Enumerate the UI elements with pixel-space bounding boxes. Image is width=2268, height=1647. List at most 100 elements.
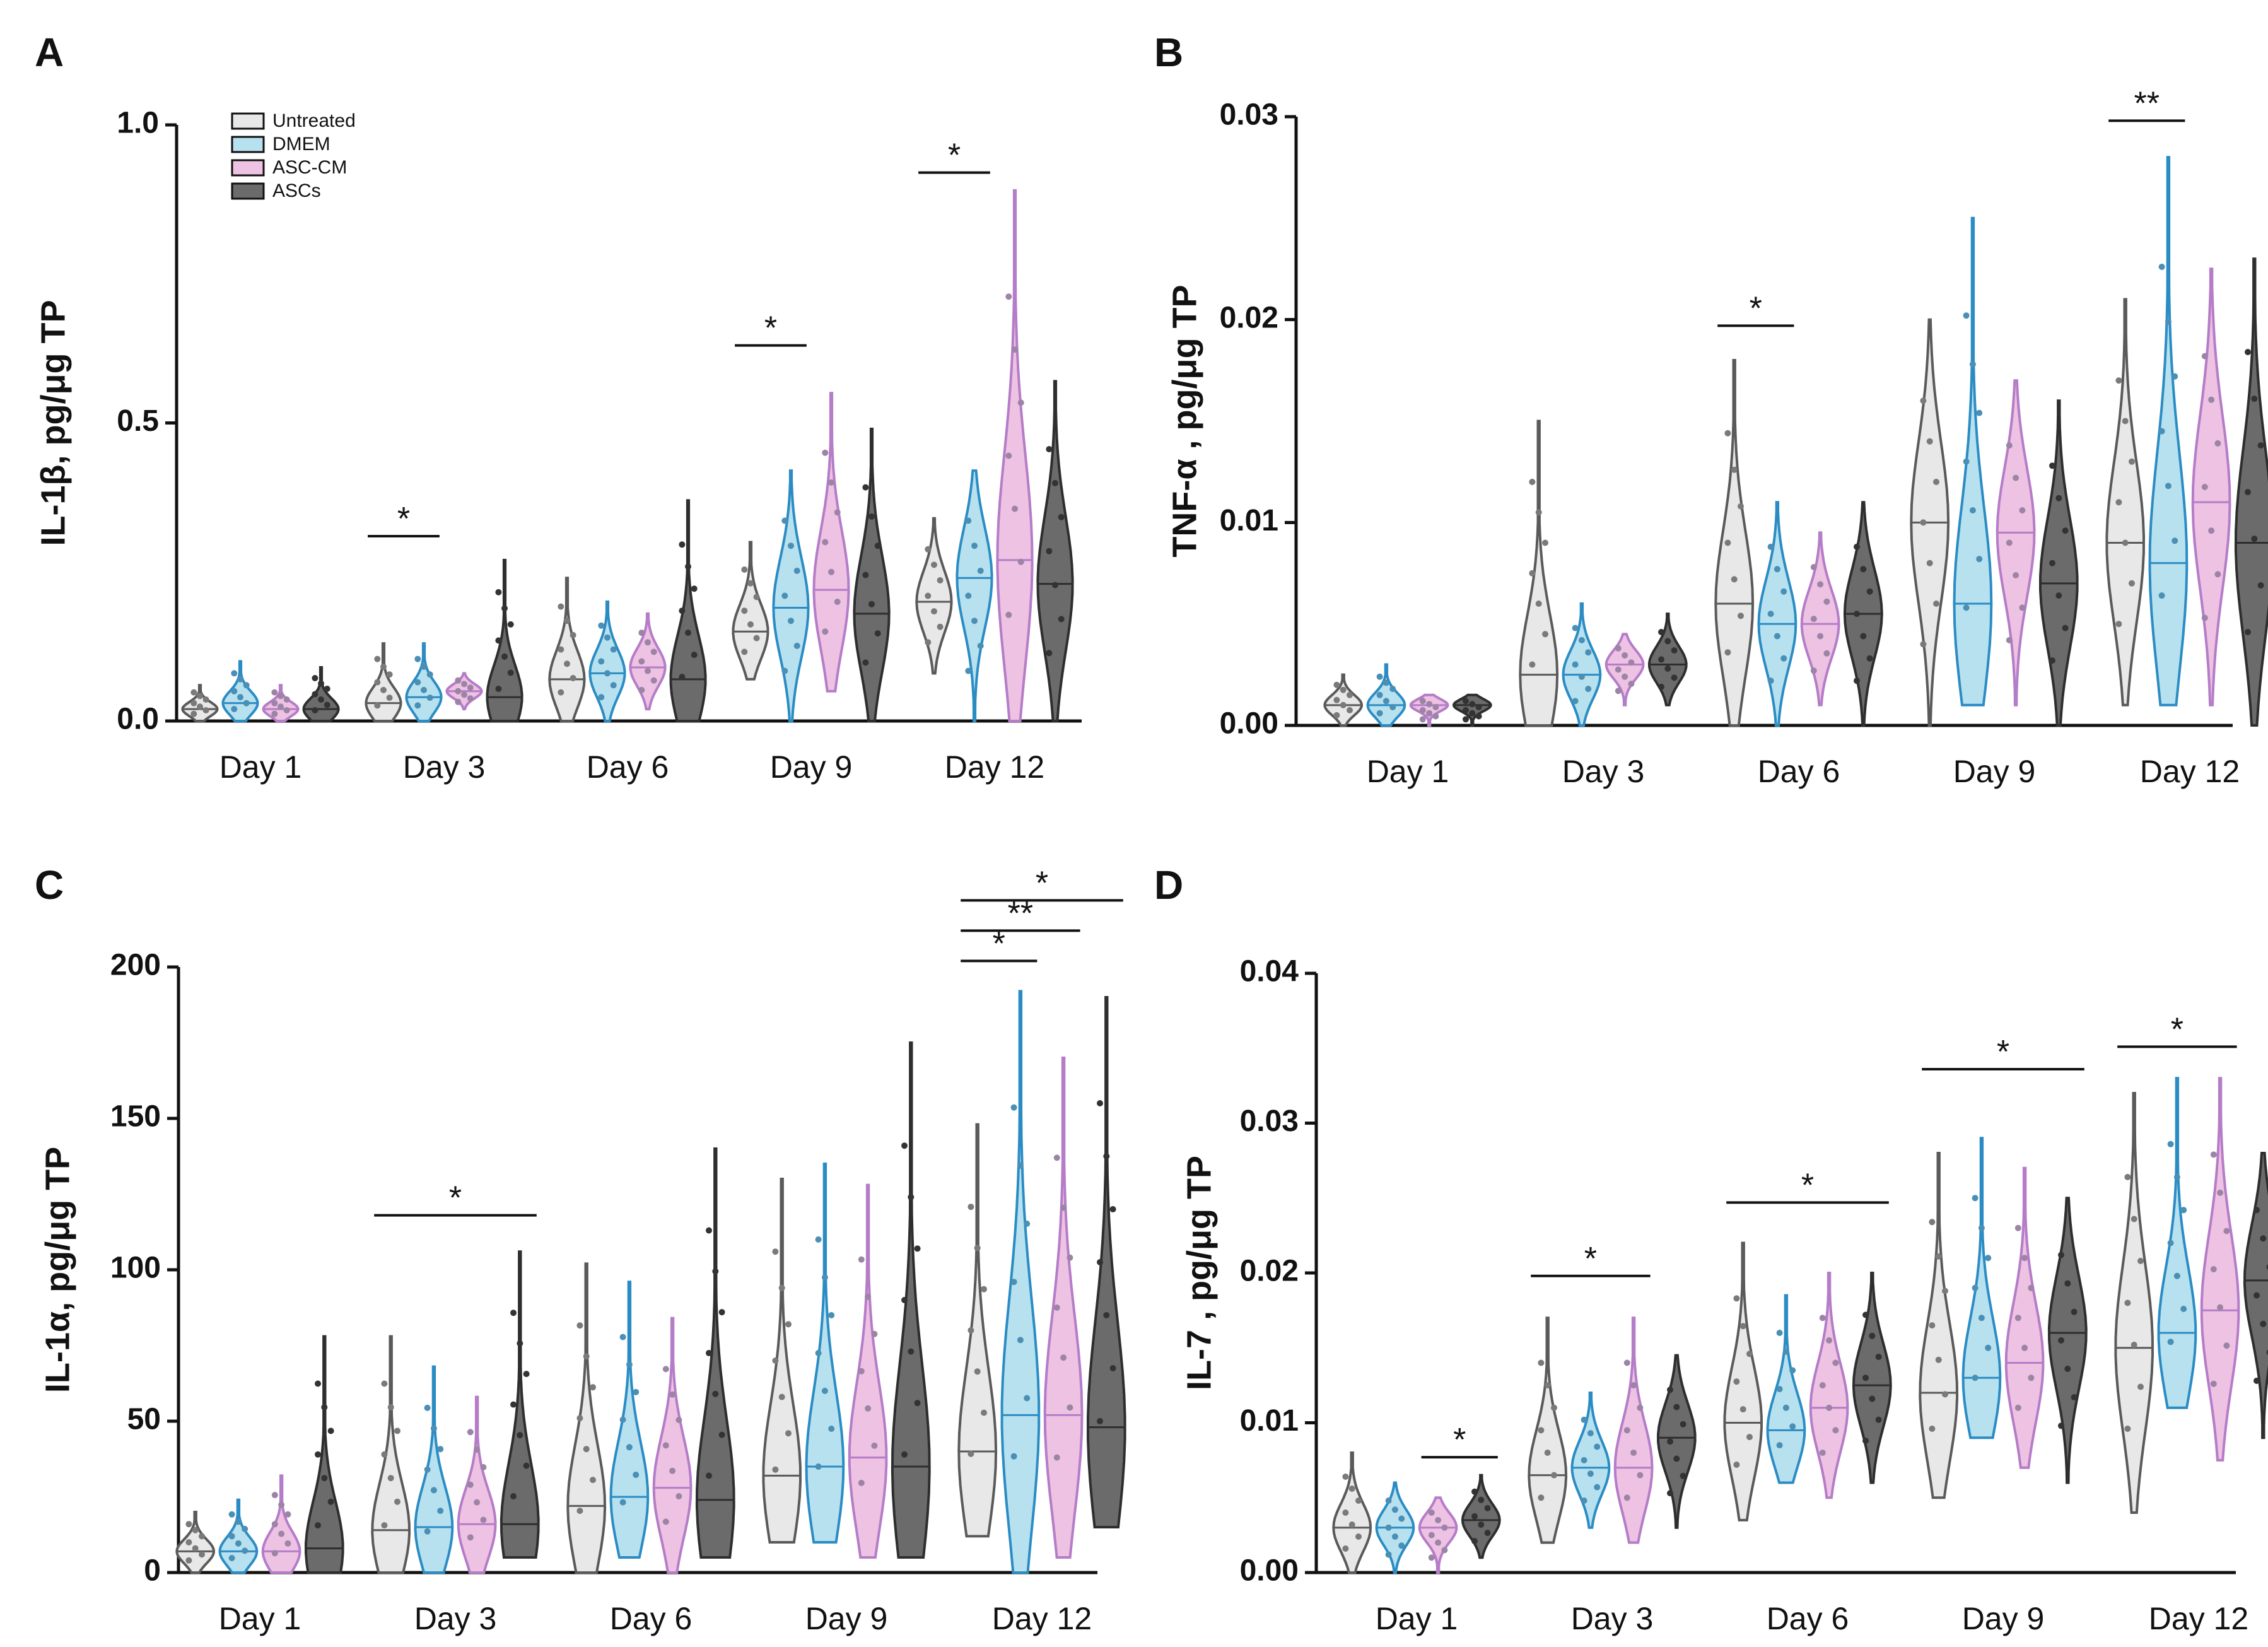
- data-point: [1724, 649, 1731, 656]
- data-point: [1929, 1426, 1936, 1432]
- data-point: [231, 706, 238, 713]
- data-point: [1920, 519, 1927, 526]
- x-tick-label: Day 12: [992, 1601, 1092, 1636]
- data-point: [2062, 624, 2069, 631]
- data-point: [321, 1475, 328, 1482]
- violin-untreated: [548, 577, 586, 722]
- violin-asc-cm: [1613, 1316, 1654, 1544]
- data-point: [598, 694, 605, 701]
- data-point: [2064, 1366, 2071, 1372]
- data-point: [650, 648, 657, 655]
- data-point: [1428, 1532, 1435, 1539]
- violin-dmem: [2157, 1077, 2197, 1409]
- data-point: [937, 623, 944, 630]
- data-point: [2173, 1272, 2180, 1279]
- y-tick-label: 0.03: [1240, 1105, 1299, 1138]
- violin-dmem: [1766, 1294, 1806, 1484]
- y-tick-label: 100: [110, 1251, 161, 1285]
- data-point: [583, 1353, 590, 1360]
- data-point: [386, 695, 393, 701]
- data-point: [821, 1388, 828, 1394]
- data-point: [1058, 513, 1065, 520]
- violin-ascs: [669, 499, 707, 722]
- data-point: [1060, 1204, 1067, 1211]
- data-point: [501, 653, 508, 660]
- data-point: [1475, 713, 1482, 720]
- data-point: [1581, 1416, 1587, 1423]
- y-tick-label: 0.04: [1240, 955, 1299, 988]
- violin-ascs: [305, 1335, 344, 1574]
- data-point: [1926, 438, 1933, 445]
- legend-label: ASCs: [272, 180, 321, 201]
- data-point: [2129, 580, 2135, 587]
- data-point: [741, 607, 748, 614]
- data-point: [1623, 1427, 1630, 1434]
- data-point: [610, 682, 617, 689]
- violin-untreated: [2105, 298, 2146, 706]
- data-point: [1419, 716, 1426, 723]
- data-point: [1628, 681, 1635, 688]
- data-point: [2180, 1306, 2187, 1312]
- data-point: [283, 696, 290, 703]
- data-point: [2058, 1422, 2064, 1429]
- violin-dmem: [1366, 663, 1406, 727]
- data-point: [974, 1368, 981, 1375]
- data-point: [633, 1388, 640, 1395]
- data-point: [2124, 1426, 2131, 1432]
- violin-dmem: [588, 601, 626, 722]
- panel-A: A IL-1β, pg/μg TP 0.0 0.5 1.0 Day 1 Day 3 Day 6…: [34, 30, 1082, 785]
- data-point: [685, 563, 691, 570]
- data-point: [430, 1487, 437, 1494]
- data-point: [741, 648, 748, 655]
- data-point: [772, 1466, 779, 1473]
- data-point: [908, 1193, 915, 1200]
- data-point: [747, 580, 754, 587]
- violin-dmem: [414, 1365, 454, 1574]
- data-point: [2245, 349, 2251, 356]
- data-point: [1978, 1315, 1985, 1322]
- data-point: [862, 571, 869, 578]
- data-point: [1024, 1395, 1031, 1402]
- data-point: [1469, 710, 1476, 717]
- data-point: [424, 1528, 431, 1535]
- data-point: [1780, 588, 1787, 595]
- data-point: [374, 679, 381, 686]
- data-point: [2055, 495, 2062, 501]
- violin-dmem: [1562, 602, 1602, 727]
- data-point: [871, 1330, 878, 1337]
- data-point: [626, 1444, 633, 1451]
- panel-letter: B: [1154, 30, 1183, 75]
- violin-asc-cm: [2191, 267, 2231, 706]
- data-point: [662, 1442, 669, 1449]
- data-point: [1680, 1421, 1686, 1427]
- data-point: [455, 677, 462, 684]
- data-point: [1615, 666, 1622, 673]
- data-point: [1667, 1438, 1673, 1445]
- data-point: [1622, 673, 1628, 680]
- data-point: [828, 479, 834, 486]
- data-point: [190, 700, 197, 706]
- data-point: [1355, 1533, 1362, 1540]
- data-point: [321, 1404, 328, 1410]
- data-point: [619, 1416, 626, 1423]
- data-point: [675, 1417, 682, 1424]
- data-point: [1012, 346, 1018, 353]
- data-point: [231, 688, 238, 695]
- data-point: [1933, 479, 1939, 485]
- data-point: [1441, 1547, 1448, 1554]
- y-tick-label: 0.00: [1220, 707, 1278, 741]
- data-point: [778, 1284, 785, 1291]
- data-point: [421, 664, 427, 670]
- y-axis-label: IL-7 , pg/μg TP: [1180, 1156, 1218, 1390]
- data-point: [785, 1430, 792, 1437]
- data-point: [753, 594, 760, 601]
- data-point: [858, 1368, 865, 1374]
- data-point: [793, 642, 800, 649]
- violin-untreated: [566, 1262, 607, 1574]
- violin-ascs: [1657, 1354, 1697, 1529]
- data-point: [1929, 1219, 1936, 1226]
- data-point: [271, 1550, 278, 1557]
- violin-dmem: [218, 1498, 259, 1574]
- violin-untreated: [2114, 1092, 2154, 1514]
